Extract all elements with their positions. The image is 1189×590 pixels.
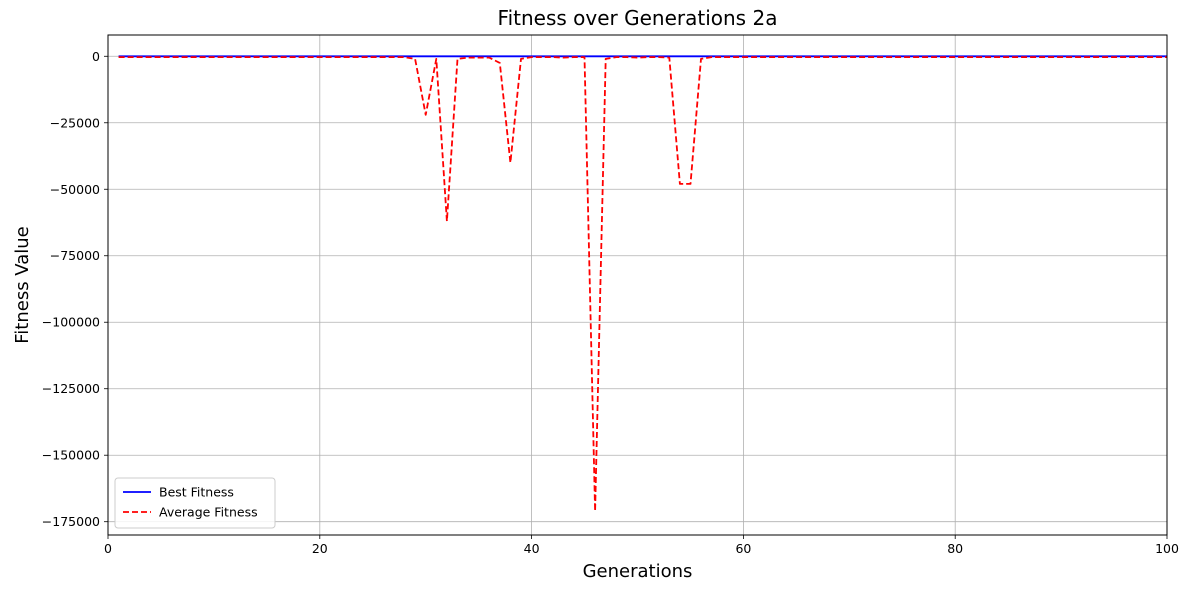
y-tick-label: −175000: [42, 514, 100, 529]
y-axis: 0 −25000 −50000 −75000 −100000 −125000 −150000…: [42, 49, 108, 529]
series-line-average-fitness: [118, 56, 1167, 513]
series-layer: [118, 55, 1167, 513]
legend-label: Best Fitness: [159, 485, 234, 500]
x-tick-label: 100: [1155, 541, 1179, 556]
y-tick-label: −150000: [42, 448, 100, 463]
y-tick-label: 0: [92, 49, 100, 64]
x-tick-label: 0: [104, 541, 112, 556]
x-axis: 0 20 40 60 80 100: [104, 535, 1179, 556]
x-tick-label: 60: [735, 541, 751, 556]
chart-title: Fitness over Generations 2a: [498, 6, 778, 30]
y-tick-label: −75000: [50, 248, 100, 263]
y-axis-title: Fitness Value: [12, 226, 33, 344]
y-tick-label: −25000: [50, 115, 100, 130]
y-tick-label: −50000: [50, 182, 100, 197]
y-tick-label: −125000: [42, 381, 100, 396]
legend: Best Fitness Average Fitness: [114, 477, 276, 529]
y-tick-label: −100000: [42, 315, 100, 330]
plot-frame: [107, 34, 1168, 536]
x-tick-label: 40: [524, 541, 540, 556]
legend-box: [114, 477, 276, 529]
legend-label: Average Fitness: [159, 505, 258, 520]
x-tick-label: 20: [312, 541, 328, 556]
x-axis-title: Generations: [583, 561, 693, 582]
x-tick-label: 80: [947, 541, 963, 556]
